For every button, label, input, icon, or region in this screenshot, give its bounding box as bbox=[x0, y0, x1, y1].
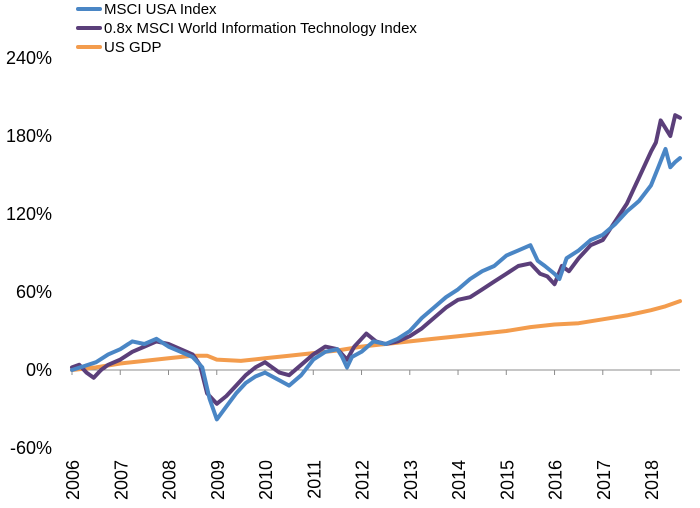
legend-label-us-gdp: US GDP bbox=[104, 39, 162, 56]
y-tick-label: 120% bbox=[6, 204, 52, 224]
y-tick-label: -60% bbox=[10, 438, 52, 458]
y-tick-label: 60% bbox=[16, 282, 52, 302]
x-tick-label: 2014 bbox=[449, 460, 469, 500]
x-tick-label: 2017 bbox=[594, 460, 614, 500]
x-tick-label: 2007 bbox=[111, 460, 131, 500]
x-tick-label: 2015 bbox=[497, 460, 517, 500]
y-axis-tick-labels: -60% 0% 60% 120% 180% 240% bbox=[6, 48, 52, 458]
series-lines bbox=[70, 113, 682, 422]
series-line-us-gdp bbox=[70, 299, 682, 372]
y-tick-label: 180% bbox=[6, 126, 52, 146]
legend: MSCI USA Index 0.8x MSCI World Informatio… bbox=[76, 1, 417, 56]
x-axis-ticks: 2006 2007 2008 2009 2010 2011 2012 2013 2014 2015… bbox=[63, 370, 662, 500]
y-tick-label: 0% bbox=[26, 360, 52, 380]
x-tick-label: 2016 bbox=[546, 460, 566, 500]
x-tick-label: 2006 bbox=[63, 460, 83, 500]
y-tick-label: 240% bbox=[6, 48, 52, 68]
x-tick-label: 2009 bbox=[208, 460, 228, 500]
x-tick-label: 2013 bbox=[401, 460, 421, 500]
x-tick-label: 2010 bbox=[256, 460, 276, 500]
x-tick-label: 2012 bbox=[353, 460, 373, 500]
legend-label-msci-usa-index: MSCI USA Index bbox=[104, 1, 217, 18]
x-tick-label: 2018 bbox=[642, 460, 662, 500]
x-tick-label: 2008 bbox=[160, 460, 180, 500]
legend-label-0-8x-msci-world-information-technology-index: 0.8x MSCI World Information Technology I… bbox=[104, 20, 417, 37]
series-line-msci-usa-index bbox=[70, 147, 682, 422]
x-tick-label: 2011 bbox=[304, 460, 324, 499]
